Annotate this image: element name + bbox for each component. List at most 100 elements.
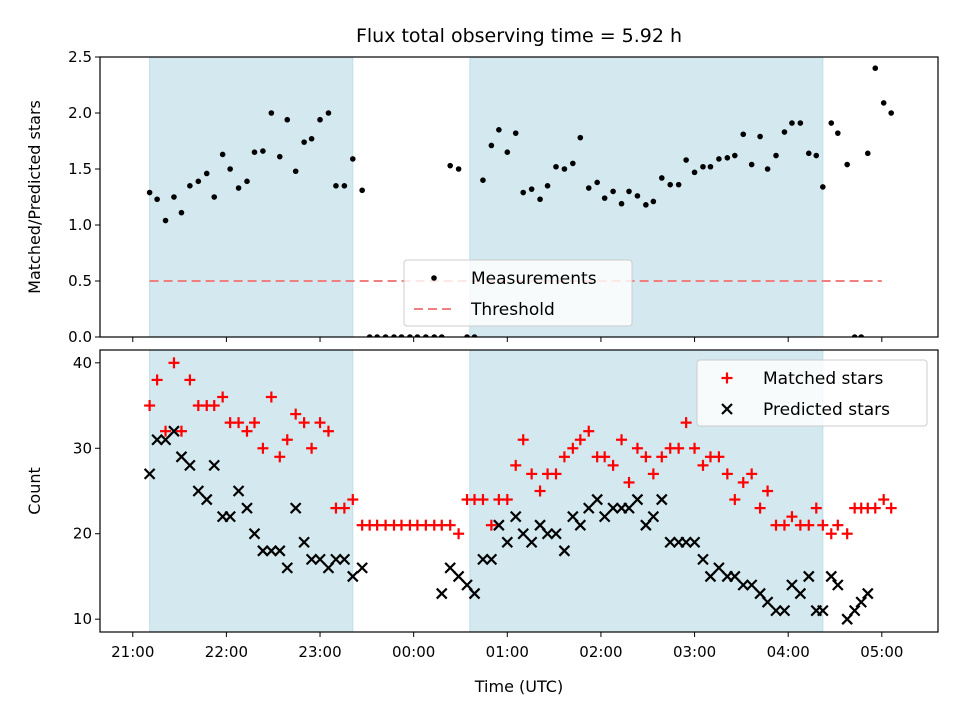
- data-point-b: [305, 553, 318, 566]
- data-point: [162, 217, 169, 224]
- data-point-b: [485, 553, 498, 566]
- data-point: [550, 468, 562, 480]
- data-point: [168, 357, 180, 369]
- data-point: [281, 434, 293, 446]
- y-tick-label: 0.0: [68, 328, 92, 346]
- data-point: [683, 157, 689, 163]
- data-point: [680, 536, 692, 549]
- data-point-b: [631, 493, 644, 506]
- data-point: [257, 442, 269, 454]
- data-point-b: [200, 493, 213, 506]
- data-point-b: [680, 536, 692, 549]
- data-point: [598, 510, 611, 523]
- data-point: [504, 149, 511, 155]
- data-point: [175, 425, 187, 437]
- x-axis-label: Time (UTC): [474, 677, 563, 696]
- chart-title: Flux total observing time = 5.92 h: [356, 25, 682, 47]
- data-point: [704, 570, 717, 583]
- data-point-b: [265, 545, 278, 557]
- data-point: [864, 150, 871, 157]
- data-point: [265, 391, 277, 403]
- data-point: [594, 179, 600, 186]
- data-point: [233, 417, 245, 429]
- data-point-b: [347, 570, 359, 583]
- data-point: [817, 519, 829, 531]
- shaded-interval-0: [149, 350, 354, 632]
- data-point-b: [567, 510, 579, 523]
- data-point: [423, 334, 429, 337]
- data-point-b: [558, 545, 571, 557]
- data-point: [338, 502, 350, 514]
- data-point: [338, 553, 351, 566]
- data-point: [298, 536, 310, 549]
- data-point: [697, 553, 709, 566]
- data-point: [192, 485, 205, 497]
- data-point: [496, 127, 502, 133]
- data-point: [151, 374, 163, 386]
- data-point: [832, 579, 844, 591]
- data-point: [746, 468, 758, 480]
- data-point-b: [493, 519, 505, 531]
- data-point: [356, 562, 368, 574]
- y-tick-label: 30: [73, 439, 92, 457]
- data-point: [480, 177, 486, 183]
- data-point: [558, 545, 571, 557]
- data-point-b: [591, 493, 603, 506]
- series-predicted-stars: [143, 425, 874, 625]
- data-point: [716, 156, 722, 162]
- data-point-b: [598, 510, 611, 523]
- data-point: [435, 587, 448, 600]
- data-point: [675, 181, 682, 188]
- data-point: [398, 334, 405, 337]
- data-point: [227, 166, 233, 172]
- data-point: [713, 562, 725, 574]
- data-point: [184, 459, 196, 472]
- data-point: [688, 536, 701, 549]
- data-point: [510, 459, 522, 471]
- data-point: [308, 135, 315, 142]
- data-point: [626, 188, 632, 195]
- data-point-b: [356, 562, 368, 574]
- legend-label: Measurements: [471, 269, 597, 289]
- data-point: [729, 570, 741, 583]
- x-tick-label: 22:00: [205, 643, 248, 661]
- data-point: [697, 459, 709, 471]
- data-point: [773, 152, 779, 159]
- data-point: [541, 527, 554, 540]
- data-point: [235, 185, 242, 191]
- data-point: [468, 587, 481, 600]
- data-point: [585, 185, 592, 191]
- data-point: [265, 545, 278, 557]
- data-point: [241, 425, 253, 437]
- data-point: [444, 562, 456, 574]
- data-point: [689, 442, 701, 454]
- data-point: [623, 476, 635, 488]
- data-point-b: [688, 536, 701, 549]
- data-point-b: [861, 587, 874, 600]
- data-point: [825, 570, 838, 583]
- x-tick-label: 05:00: [860, 643, 903, 661]
- legend-label: Threshold: [470, 300, 555, 320]
- data-point: [574, 434, 586, 446]
- data-point-b: [623, 502, 635, 514]
- data-point: [366, 334, 373, 337]
- data-point: [762, 485, 774, 497]
- data-point: [754, 502, 766, 514]
- y-tick-label: 1.0: [68, 216, 92, 234]
- data-point-b: [729, 570, 741, 583]
- data-point: [803, 519, 815, 531]
- data-point: [647, 510, 660, 523]
- data-point: [858, 334, 865, 337]
- data-point: [885, 502, 897, 514]
- plot-area: [143, 350, 897, 632]
- data-point: [650, 198, 657, 205]
- data-point-b: [208, 459, 221, 472]
- data-point-b: [541, 527, 554, 540]
- data-point: [488, 142, 495, 149]
- data-point: [820, 184, 826, 190]
- data-point: [306, 442, 318, 454]
- data-point: [544, 183, 551, 189]
- data-point: [861, 587, 874, 600]
- data-point-b: [607, 502, 619, 514]
